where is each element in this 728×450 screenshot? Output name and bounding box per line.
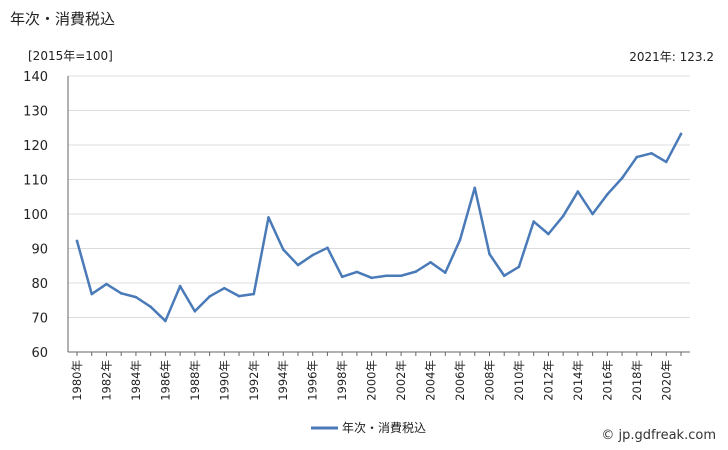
x-tick-label: 1988年 bbox=[188, 360, 202, 401]
y-tick-label: 100 bbox=[23, 208, 48, 223]
legend: 年次・消費税込 bbox=[311, 420, 426, 435]
x-tick-label: 1982年 bbox=[99, 360, 113, 401]
legend-label: 年次・消費税込 bbox=[342, 420, 426, 435]
data-point bbox=[664, 160, 668, 164]
x-tick-label: 2008年 bbox=[482, 360, 496, 401]
x-tick-label: 1980年 bbox=[70, 360, 84, 401]
x-tick-label: 2000年 bbox=[365, 360, 379, 401]
y-tick-label: 90 bbox=[31, 243, 48, 258]
data-point bbox=[267, 216, 270, 219]
data-point bbox=[488, 252, 491, 256]
data-point bbox=[650, 151, 653, 155]
data-point bbox=[178, 284, 182, 288]
x-axis: 1980年 1982年 1984年 1986年 1988年 1990年 1992年 1994年… bbox=[68, 351, 690, 401]
chart-title: 年次・消費税込 bbox=[10, 10, 116, 28]
data-point bbox=[208, 295, 211, 298]
x-tick-label: 1984年 bbox=[129, 360, 143, 401]
x-tick-label: 2006年 bbox=[453, 360, 467, 401]
data-point bbox=[635, 155, 639, 159]
data-point bbox=[414, 270, 418, 273]
y-tick-label: 60 bbox=[31, 346, 48, 361]
x-tick-label: 2014年 bbox=[571, 360, 585, 401]
x-tick-label: 1986年 bbox=[158, 360, 172, 401]
data-point bbox=[399, 274, 403, 278]
x-tick-label: 2016年 bbox=[600, 360, 614, 401]
x-tick-label: 1996年 bbox=[306, 360, 320, 401]
grid-lines bbox=[68, 75, 690, 318]
x-tick-label: 2002年 bbox=[394, 360, 408, 401]
data-point bbox=[561, 214, 565, 218]
x-tick-label: 2010年 bbox=[512, 360, 526, 401]
y-tick-label: 120 bbox=[23, 139, 48, 154]
data-point bbox=[370, 276, 373, 280]
y-tick-label: 70 bbox=[31, 312, 48, 327]
data-point bbox=[252, 292, 256, 296]
data-point bbox=[576, 190, 580, 193]
latest-value-label: 2021年: 123.2 bbox=[629, 50, 714, 64]
data-point bbox=[281, 248, 285, 251]
data-point bbox=[591, 212, 594, 216]
y-tick-label: 130 bbox=[23, 105, 48, 120]
data-point bbox=[502, 274, 506, 278]
series-line bbox=[75, 132, 683, 323]
data-point bbox=[606, 193, 609, 196]
x-tick-label: 2012年 bbox=[541, 360, 555, 401]
y-axis: 60 70 80 90 100 110 120 130 140 bbox=[23, 70, 69, 361]
credit-text: © jp.gdfreak.com bbox=[601, 428, 716, 443]
x-tick-label: 1990年 bbox=[217, 360, 231, 401]
series-layer bbox=[75, 132, 683, 323]
data-point bbox=[429, 261, 432, 264]
data-point bbox=[458, 238, 462, 242]
data-point bbox=[326, 246, 329, 250]
data-point bbox=[311, 253, 315, 257]
data-point bbox=[119, 292, 123, 295]
data-point bbox=[193, 309, 197, 313]
data-point bbox=[443, 271, 447, 274]
data-point bbox=[473, 186, 477, 190]
y-tick-label: 80 bbox=[31, 277, 48, 292]
data-point bbox=[223, 286, 226, 290]
y-tick-label: 140 bbox=[23, 70, 48, 85]
x-tick-label: 1994年 bbox=[276, 360, 290, 401]
data-point bbox=[134, 295, 138, 299]
data-point bbox=[75, 239, 79, 243]
data-point bbox=[164, 319, 167, 323]
x-tick-label: 2020年 bbox=[659, 360, 673, 401]
x-tick-label: 1992年 bbox=[247, 360, 261, 401]
data-point bbox=[296, 263, 300, 267]
data-point bbox=[355, 270, 359, 274]
unit-label: [2015年=100] bbox=[28, 49, 113, 63]
y-tick-label: 110 bbox=[23, 174, 48, 189]
x-tick-label: 1998年 bbox=[335, 360, 349, 401]
data-point bbox=[385, 274, 388, 278]
data-point bbox=[90, 292, 94, 296]
data-point bbox=[679, 132, 683, 136]
data-point bbox=[532, 220, 535, 223]
x-tick-label: 2004年 bbox=[424, 360, 438, 401]
data-point bbox=[547, 232, 550, 236]
x-tick-label: 2018年 bbox=[630, 360, 644, 401]
data-point bbox=[340, 275, 344, 279]
data-point bbox=[237, 294, 241, 298]
data-point bbox=[105, 282, 108, 286]
data-point bbox=[149, 305, 152, 309]
data-point bbox=[517, 265, 521, 269]
data-point bbox=[620, 176, 624, 180]
